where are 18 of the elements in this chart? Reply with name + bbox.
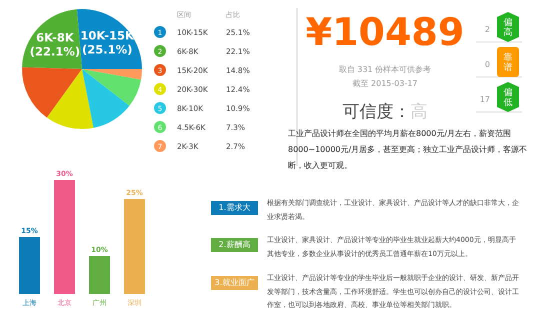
slice-label: 6K-8K: [36, 30, 75, 44]
text: 取自 331 份样本可供参考: [338, 64, 432, 75]
category-label: 3.就业面广: [211, 276, 258, 290]
category-label: 偏: [504, 18, 512, 28]
category-label: 偏低: [504, 87, 512, 108]
text: 可信度：: [342, 102, 410, 122]
text: (22.1%): [30, 44, 80, 58]
text: 工业产品设计师在全国的平均月薪在8000元/月左右，薪资范围8000~10000元/月居多，甚至更高；独立工业产品设计师，客源不断，收入更可观。: [288, 128, 528, 172]
text: ¥10489: [304, 10, 466, 54]
text: (25.1%): [82, 42, 132, 57]
data-label: 0: [484, 60, 490, 69]
text: 截至 2015-03-17: [351, 78, 419, 89]
data-label: 17: [480, 95, 490, 104]
category-label: 2.薪酬高: [211, 238, 258, 252]
category-label: 靠谱: [504, 52, 512, 73]
data-label: 2: [484, 25, 490, 34]
category-label: 1.需求大: [211, 201, 258, 215]
text: 高: [504, 27, 512, 38]
